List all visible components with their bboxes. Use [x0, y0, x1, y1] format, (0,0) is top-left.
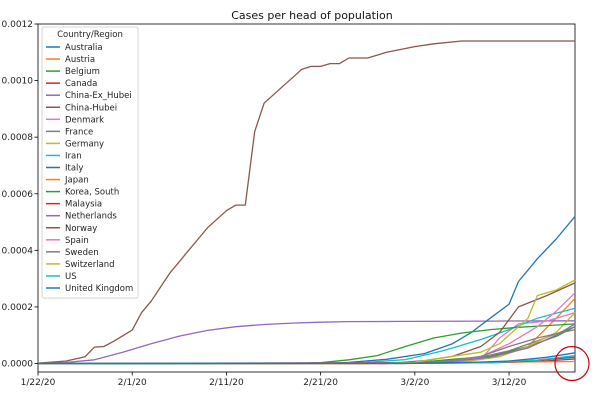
- legend-entry: Iran: [65, 151, 82, 161]
- legend-entry: Denmark: [65, 115, 104, 125]
- x-tick-label: 2/11/20: [209, 378, 244, 388]
- y-tick-label: 0.0010: [2, 77, 34, 87]
- x-tick-label: 1/22/20: [21, 378, 56, 388]
- annotation: [554, 345, 590, 382]
- x-tick-label: 3/2/20: [400, 378, 429, 388]
- x-tick-label: 2/21/20: [303, 378, 338, 388]
- axis-ticks: 1/22/20 2/1/20 2/11/20 2/21/20 3/2/20 3/12/20…: [2, 20, 527, 388]
- legend-entry: Sweden: [65, 248, 99, 258]
- legend-entry: China-Hubei: [65, 103, 117, 113]
- legend-entry: Netherlands: [65, 212, 117, 222]
- chart-title: Cases per head of population: [231, 9, 393, 22]
- legend-entry: Australia: [65, 43, 103, 53]
- legend-entry: US: [65, 272, 77, 282]
- y-tick-label: 0.0004: [2, 246, 34, 256]
- legend-entry: France: [65, 127, 93, 137]
- legend: Country/Region Australia Austria Belgium Can…: [41, 26, 139, 299]
- legend-entry: China-Ex_Hubei: [65, 91, 132, 101]
- legend-entry: Germany: [65, 139, 104, 149]
- legend-entry: Spain: [65, 236, 89, 246]
- series-lines: [37, 40, 576, 365]
- highlight-circle: [554, 345, 590, 382]
- legend-entry: Japan: [64, 176, 89, 186]
- legend-title: Country/Region: [57, 30, 123, 40]
- legend-entry: Malaysia: [65, 200, 102, 210]
- series-line-china-ex-hubei: [37, 320, 576, 364]
- y-tick-label: 0.0002: [2, 303, 34, 313]
- x-tick-label: 2/1/20: [118, 378, 147, 388]
- legend-entry: Italy: [65, 164, 83, 174]
- series-line-china-hubei: [37, 40, 575, 364]
- y-tick-label: 0.0006: [2, 190, 34, 200]
- legend-entry: Korea, South: [65, 188, 119, 198]
- legend-box: [41, 26, 139, 299]
- legend-entry: Switzerland: [65, 260, 115, 270]
- y-tick-label: 0.0000: [2, 360, 34, 370]
- x-tick-label: 3/12/20: [492, 378, 527, 388]
- legend-entry: Norway: [65, 224, 97, 234]
- series-line-united-kingdom: [37, 352, 576, 365]
- legend-entry: Belgium: [65, 67, 100, 77]
- y-tick-label: 0.0008: [2, 133, 34, 143]
- legend-entry: Canada: [65, 79, 97, 89]
- series-line-switzerland: [38, 279, 576, 365]
- legend-entry: United Kingdom: [65, 284, 133, 294]
- legend-entry: Austria: [65, 55, 95, 65]
- plot-frame: [37, 23, 576, 373]
- y-tick-label: 0.0012: [2, 20, 34, 30]
